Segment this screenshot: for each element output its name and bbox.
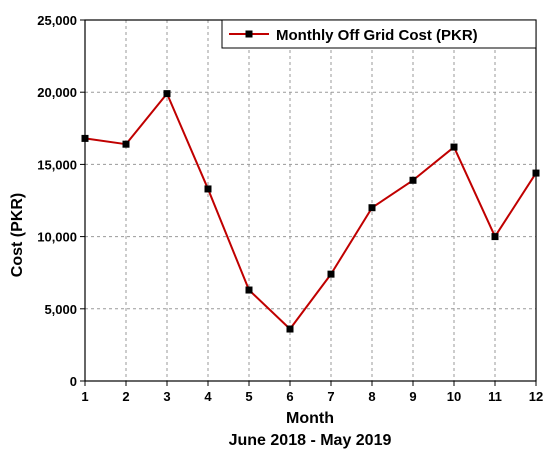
legend: Monthly Off Grid Cost (PKR) [221, 19, 537, 49]
x-tick-label: 1 [81, 389, 88, 404]
data-point-marker [122, 140, 130, 148]
y-tick-label: 10,000 [37, 230, 77, 245]
y-tick-label: 25,000 [37, 13, 77, 28]
data-point-marker [491, 233, 499, 241]
data-point-marker [368, 204, 376, 212]
x-tick-label: 8 [368, 389, 375, 404]
grid-lines [85, 20, 536, 381]
plot-area-frame [84, 19, 537, 382]
x-tick-label: 4 [204, 389, 212, 404]
series-line [84, 92, 537, 331]
data-point-marker [204, 185, 212, 193]
y-tick-label: 0 [70, 374, 77, 389]
x-tick-label: 10 [447, 389, 461, 404]
series-group [81, 90, 540, 333]
y-axis-ticks: 0 5,000 10,000 15,000 20,000 25,000 [37, 13, 85, 389]
x-tick-label: 12 [529, 389, 543, 404]
legend-label-series-1: Monthly Off Grid Cost (PKR) [276, 27, 478, 44]
data-point-marker [450, 143, 458, 151]
y-axis-title: Cost (PKR) [9, 193, 26, 277]
data-point-marker [163, 90, 171, 98]
data-point-marker [327, 270, 335, 278]
x-tick-label: 2 [122, 389, 129, 404]
x-tick-label: 11 [488, 389, 502, 404]
data-point-marker [286, 325, 294, 333]
x-axis-title: Month [286, 410, 334, 427]
legend-swatch-marker [245, 30, 253, 38]
x-tick-label: 3 [163, 389, 170, 404]
data-point-marker [81, 134, 89, 142]
x-tick-label: 6 [286, 389, 293, 404]
legend-box [221, 19, 537, 49]
x-tick-label: 9 [409, 389, 416, 404]
x-tick-label: 5 [245, 389, 252, 404]
y-tick-label: 5,000 [44, 302, 77, 317]
y-tick-label: 20,000 [37, 85, 77, 100]
x-axis-ticks: 1 2 3 4 5 6 7 8 9 10 11 12 [81, 381, 543, 404]
data-point-marker [532, 169, 540, 177]
x-tick-label: 7 [327, 389, 334, 404]
y-tick-label: 15,000 [37, 157, 77, 172]
x-axis-subtitle: June 2018 - May 2019 [229, 432, 392, 449]
data-point-marker [245, 286, 253, 294]
data-point-marker [409, 176, 417, 184]
